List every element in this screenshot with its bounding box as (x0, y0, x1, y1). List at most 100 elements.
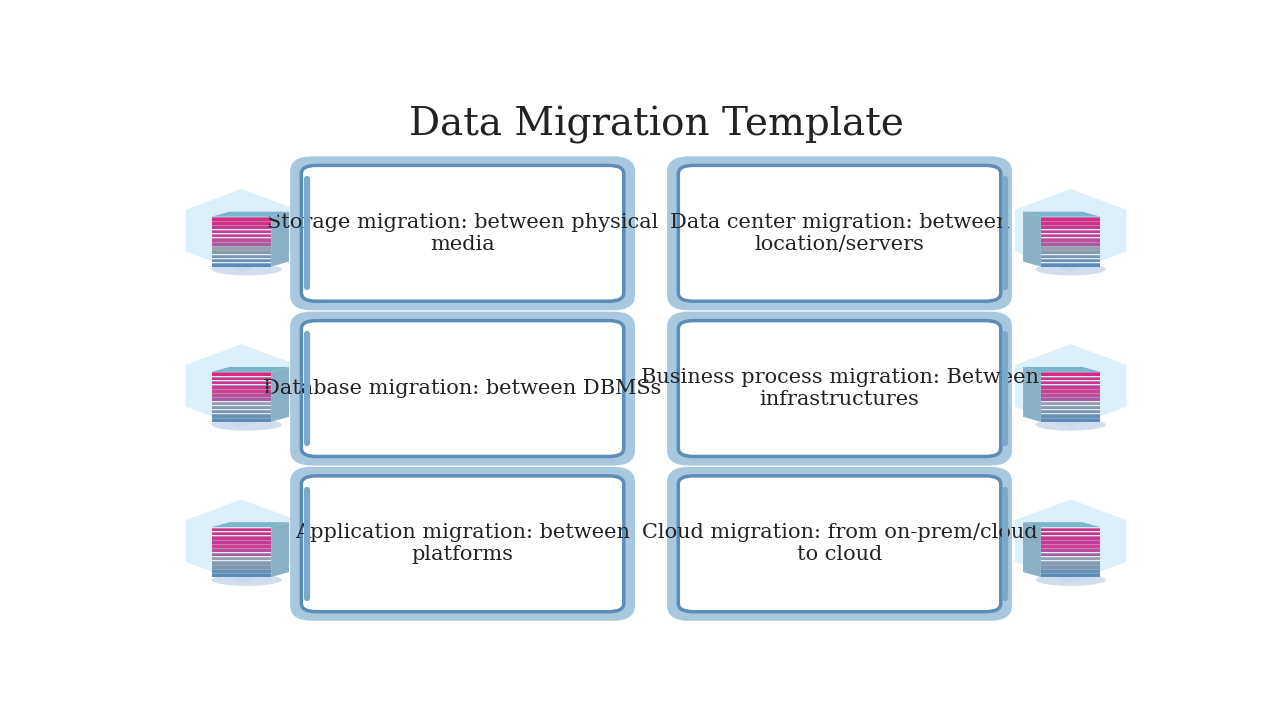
Bar (1041, 557, 1101, 560)
Bar (211, 405, 271, 410)
Ellipse shape (211, 574, 282, 586)
Bar (1041, 561, 1101, 564)
Ellipse shape (211, 418, 282, 431)
Bar (211, 258, 271, 262)
Bar (1041, 246, 1101, 250)
Bar (1041, 255, 1101, 258)
Bar (211, 221, 271, 225)
Polygon shape (211, 522, 289, 527)
Bar (1041, 402, 1101, 405)
Bar (1041, 381, 1101, 384)
FancyBboxPatch shape (301, 320, 623, 456)
Bar (211, 255, 271, 258)
Polygon shape (1015, 344, 1126, 428)
Bar (1041, 225, 1101, 229)
Polygon shape (186, 500, 297, 582)
FancyBboxPatch shape (673, 163, 1006, 304)
Bar (211, 561, 271, 564)
Bar (1041, 221, 1101, 225)
Bar (211, 385, 271, 389)
Polygon shape (211, 367, 289, 372)
Polygon shape (1015, 189, 1126, 272)
Ellipse shape (211, 264, 282, 276)
FancyBboxPatch shape (678, 476, 1001, 612)
Bar (211, 410, 271, 413)
Ellipse shape (1036, 574, 1106, 586)
Bar (1041, 414, 1101, 418)
FancyBboxPatch shape (297, 163, 628, 304)
Bar (1041, 385, 1101, 389)
Bar (211, 402, 271, 405)
Bar (1041, 251, 1101, 254)
Bar (211, 540, 271, 544)
Bar (211, 549, 271, 552)
Bar (1041, 532, 1101, 536)
Bar (1041, 528, 1101, 531)
Bar (211, 565, 271, 569)
Bar (211, 570, 271, 573)
Bar (1041, 377, 1101, 380)
Polygon shape (186, 189, 297, 272)
Bar (1041, 234, 1101, 238)
Polygon shape (271, 367, 289, 422)
Bar (1041, 552, 1101, 557)
Polygon shape (1023, 522, 1101, 527)
Bar (1041, 393, 1101, 397)
Bar (1041, 536, 1101, 539)
Bar (1041, 372, 1101, 376)
Bar (1041, 238, 1101, 242)
Bar (1041, 242, 1101, 246)
Text: Business process migration: Between
infrastructures: Business process migration: Between infr… (640, 368, 1038, 409)
Text: Data center migration: between
location/servers: Data center migration: between location/… (669, 213, 1010, 254)
Bar (1041, 258, 1101, 262)
Bar (211, 389, 271, 392)
Bar (211, 381, 271, 384)
Polygon shape (1023, 212, 1041, 266)
Polygon shape (1023, 212, 1101, 217)
Bar (211, 225, 271, 229)
Bar (211, 532, 271, 536)
Bar (211, 544, 271, 548)
Bar (1041, 405, 1101, 410)
Bar (211, 414, 271, 418)
FancyBboxPatch shape (297, 473, 628, 614)
Bar (1041, 230, 1101, 233)
Bar (1041, 397, 1101, 401)
Polygon shape (1015, 500, 1126, 582)
Bar (211, 242, 271, 246)
Bar (1041, 217, 1101, 221)
Bar (211, 251, 271, 254)
Bar (211, 397, 271, 401)
Polygon shape (1023, 367, 1041, 422)
FancyBboxPatch shape (673, 473, 1006, 614)
Bar (211, 238, 271, 242)
Bar (1041, 410, 1101, 413)
Polygon shape (271, 212, 289, 266)
Bar (211, 234, 271, 238)
Bar (211, 263, 271, 266)
FancyBboxPatch shape (678, 166, 1001, 301)
Text: Storage migration: between physical
media: Storage migration: between physical medi… (266, 213, 658, 254)
Bar (211, 393, 271, 397)
Bar (211, 377, 271, 380)
Bar (1041, 418, 1101, 422)
Bar (211, 246, 271, 250)
FancyBboxPatch shape (301, 476, 623, 612)
Bar (211, 552, 271, 557)
Polygon shape (271, 522, 289, 577)
Text: Data Migration Template: Data Migration Template (408, 107, 904, 144)
Bar (1041, 549, 1101, 552)
Text: Application migration: between
platforms: Application migration: between platforms (296, 523, 630, 564)
Bar (211, 217, 271, 221)
Bar (1041, 389, 1101, 392)
Bar (1041, 263, 1101, 266)
Bar (1041, 544, 1101, 548)
Bar (211, 230, 271, 233)
Polygon shape (1023, 522, 1041, 577)
Polygon shape (186, 344, 297, 428)
FancyBboxPatch shape (673, 318, 1006, 459)
Bar (211, 557, 271, 560)
Bar (211, 372, 271, 376)
Bar (1041, 540, 1101, 544)
Bar (1041, 565, 1101, 569)
